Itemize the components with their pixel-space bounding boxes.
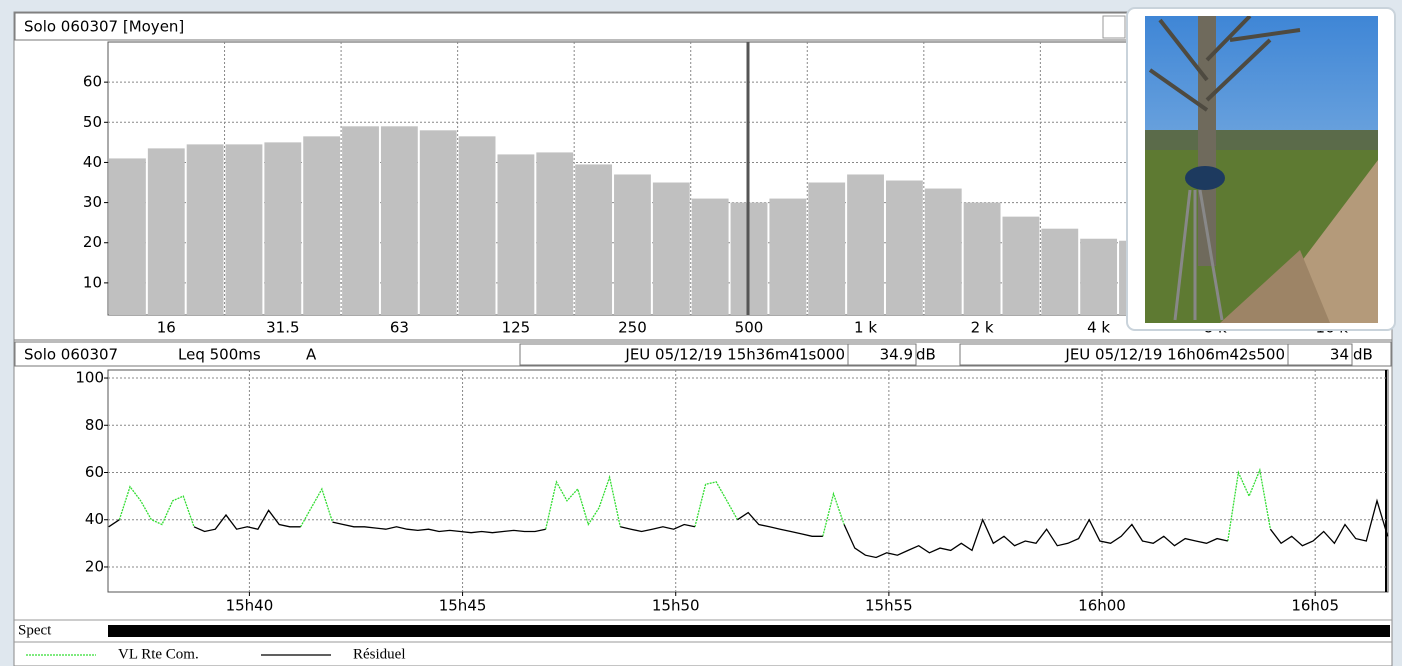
x-tick-label: 16 xyxy=(157,319,176,337)
bar xyxy=(964,203,1001,315)
bar xyxy=(381,126,418,315)
bar xyxy=(420,130,457,315)
checkbox[interactable] xyxy=(1103,16,1125,38)
y-tick-label: 60 xyxy=(85,463,104,481)
y-tick-label: 100 xyxy=(75,369,104,387)
bar xyxy=(536,152,573,315)
bar xyxy=(886,181,923,315)
bar xyxy=(769,199,806,315)
cursor-unit: dB xyxy=(916,346,936,364)
x-tick-label: 16h05 xyxy=(1291,597,1339,615)
bar xyxy=(575,164,612,315)
y-tick-label: 40 xyxy=(85,510,104,528)
bar xyxy=(808,183,845,315)
bar xyxy=(342,126,379,315)
bar xyxy=(459,136,496,315)
y-tick-label: 60 xyxy=(83,73,102,91)
chart-title: Solo 060307 xyxy=(24,346,118,364)
y-tick-label: 80 xyxy=(85,416,104,434)
bar xyxy=(264,142,301,315)
y-tick-label: 10 xyxy=(83,273,102,291)
y-tick-label: 50 xyxy=(83,113,102,131)
legend-label: Résiduel xyxy=(353,646,406,662)
bar xyxy=(303,136,340,315)
y-tick-label: 20 xyxy=(83,233,102,251)
x-tick-label: 4 k xyxy=(1087,319,1110,337)
bar xyxy=(653,183,690,315)
screen: Solo 060307 [Moyen] 10 20 30 40 50 60 16 31.5 63… xyxy=(0,0,1402,666)
chart-title: Solo 060307 [Moyen] xyxy=(24,18,184,36)
plot-area xyxy=(108,370,1388,592)
x-tick-label: 250 xyxy=(618,319,647,337)
bar xyxy=(109,158,146,315)
x-tick-label: 15h55 xyxy=(865,597,913,615)
y-tick-label: 30 xyxy=(83,193,102,211)
weighting: A xyxy=(306,346,317,364)
bar xyxy=(692,199,729,315)
x-tick-label: 1 k xyxy=(854,319,877,337)
bar xyxy=(1080,239,1117,315)
bar xyxy=(187,144,224,315)
x-tick-label: 125 xyxy=(502,319,531,337)
x-tick-label: 16h00 xyxy=(1078,597,1126,615)
metric: Leq 500ms xyxy=(178,346,261,364)
cursor-time: JEU 05/12/19 15h36m41s000 xyxy=(624,346,845,364)
track-bar xyxy=(108,625,1390,637)
cursor-value: 34.9 xyxy=(880,346,913,364)
y-tick-label: 40 xyxy=(83,153,102,171)
x-tick-label: 15h50 xyxy=(652,597,700,615)
x-tick-label: 15h40 xyxy=(226,597,274,615)
cursor-unit: dB xyxy=(1353,346,1373,364)
cursor-time: JEU 05/12/19 16h06m42s500 xyxy=(1064,346,1285,364)
track-label: Spect xyxy=(18,622,52,638)
bar xyxy=(1041,229,1078,315)
photo xyxy=(1127,8,1395,330)
bar xyxy=(226,144,263,315)
cursor-value: 34 xyxy=(1330,346,1349,364)
x-tick-label: 500 xyxy=(735,319,764,337)
bar xyxy=(497,154,534,315)
bar xyxy=(614,174,651,315)
bar xyxy=(1003,217,1040,315)
bar xyxy=(925,189,962,315)
legend-label: VL Rte Com. xyxy=(118,646,199,662)
bar xyxy=(847,174,884,315)
x-tick-label: 31.5 xyxy=(266,319,299,337)
bar xyxy=(148,148,185,315)
x-tick-label: 63 xyxy=(390,319,409,337)
x-tick-label: 2 k xyxy=(971,319,994,337)
y-tick-label: 20 xyxy=(85,557,104,575)
x-tick-label: 15h45 xyxy=(439,597,487,615)
